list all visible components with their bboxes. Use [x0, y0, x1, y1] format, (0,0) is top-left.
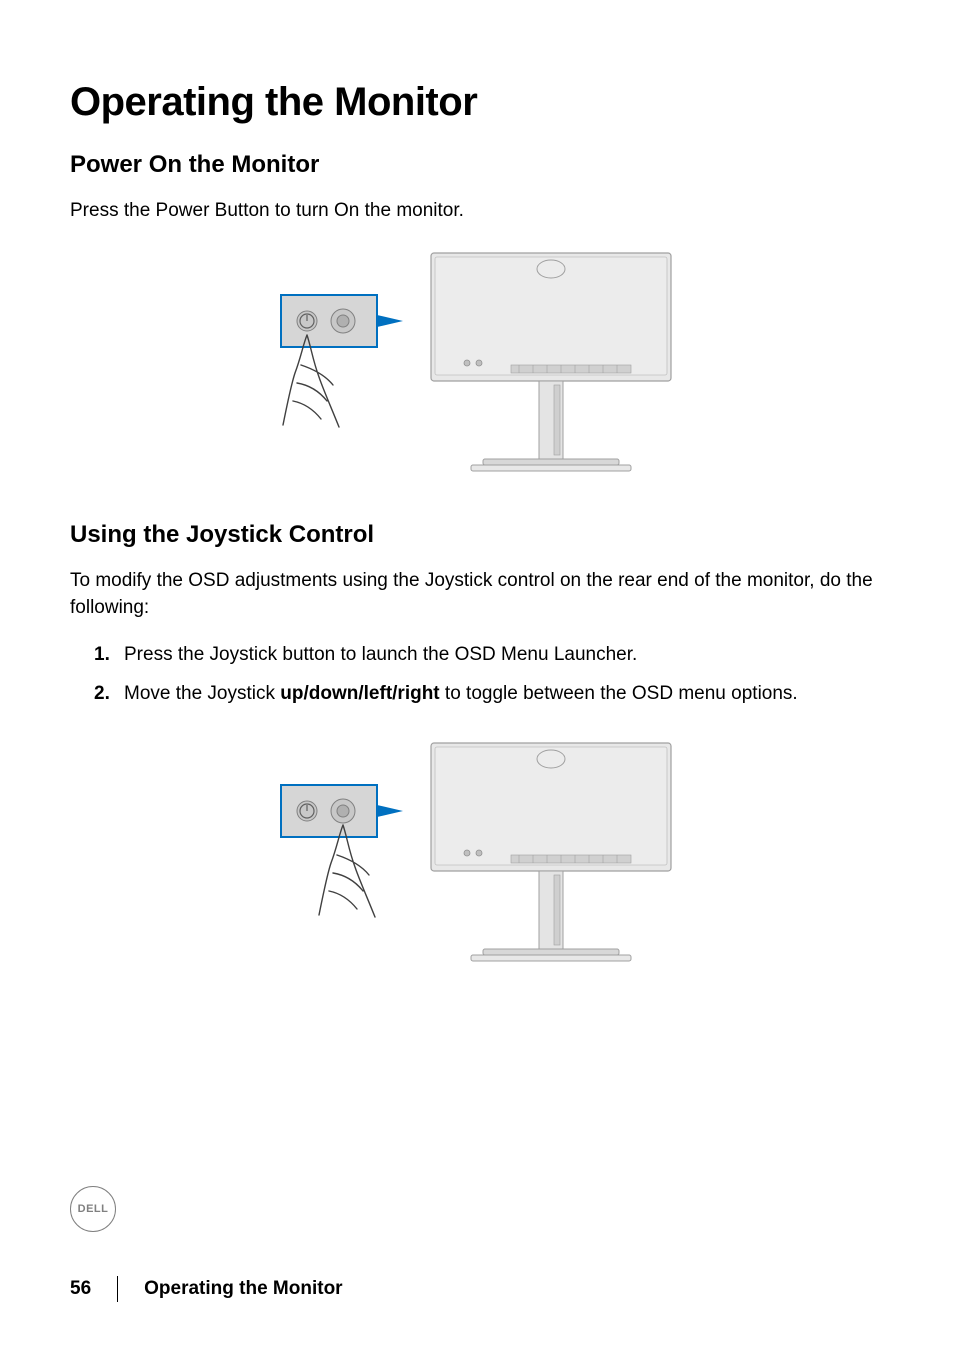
section1-text: Press the Power Button to turn On the mo… [70, 197, 884, 225]
step-2-post: to toggle between the OSD menu options. [440, 683, 798, 704]
step-2-pre: Move the Joystick [124, 683, 280, 704]
dell-logo-badge: DELL [70, 1186, 116, 1232]
page-title: Operating the Monitor [70, 80, 884, 125]
page-number: 56 [70, 1278, 91, 1300]
figure-joystick [70, 735, 884, 975]
footer-divider [117, 1276, 118, 1302]
callout-joystick-hand [273, 775, 403, 935]
step-1-text: Press the Joystick button to launch the … [124, 640, 884, 669]
monitor-rear-illustration [421, 245, 681, 485]
footer-section-title: Operating the Monitor [144, 1278, 342, 1300]
step-2-text: Move the Joystick up/down/left/right to … [124, 679, 884, 708]
step-2-bold: up/down/left/right [280, 683, 439, 704]
section1-heading: Power On the Monitor [70, 151, 884, 179]
figure-power-button [70, 245, 884, 485]
steps-list: Press the Joystick button to launch the … [94, 640, 884, 709]
section2-heading: Using the Joystick Control [70, 521, 884, 549]
step-1: Press the Joystick button to launch the … [94, 640, 884, 669]
step-2: Move the Joystick up/down/left/right to … [94, 679, 884, 708]
monitor-rear-illustration-2 [421, 735, 681, 975]
callout-power-hand [273, 285, 403, 445]
page-footer: 56 Operating the Monitor [70, 1276, 343, 1302]
section2-intro: To modify the OSD adjustments using the … [70, 567, 884, 622]
